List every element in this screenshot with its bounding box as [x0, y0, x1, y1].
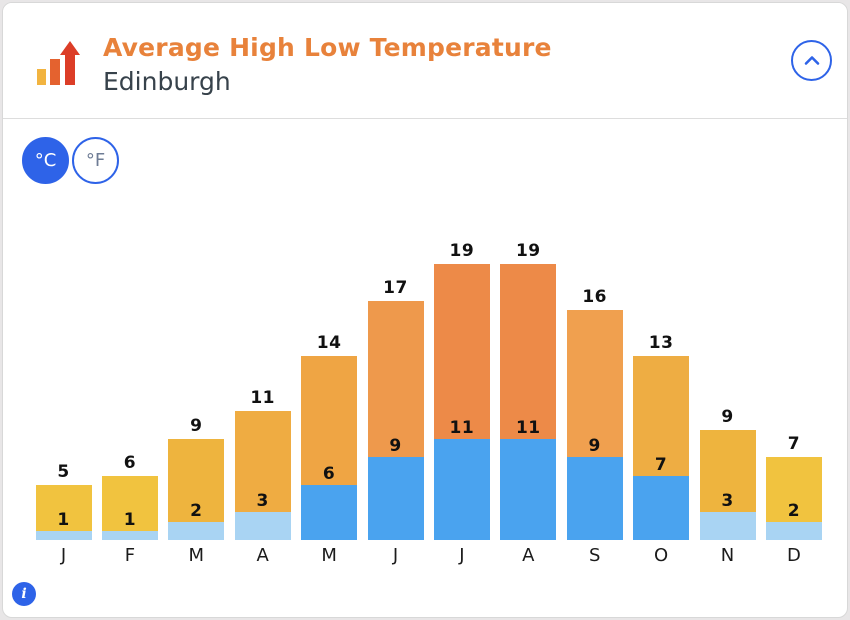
high-value-label: 17 [383, 277, 408, 298]
info-icon: i [21, 586, 27, 602]
bar-segment-low[interactable] [633, 475, 690, 540]
low-value-label: 3 [256, 491, 269, 512]
chart-subtitle: Edinburgh [103, 67, 231, 96]
bar-segment-high[interactable] [168, 438, 225, 522]
month-axis-label: D [786, 545, 801, 566]
bar-segment-low[interactable] [566, 457, 623, 540]
low-value-label: 11 [515, 417, 541, 438]
bar-segment-low[interactable] [433, 438, 490, 540]
bar-segment-low[interactable] [500, 438, 557, 540]
low-value-label: 1 [57, 509, 70, 530]
bar-segment-low[interactable] [699, 512, 756, 540]
bar-segment-high[interactable] [101, 475, 158, 531]
high-value-label: 19 [449, 241, 475, 261]
low-value-label: 6 [322, 463, 336, 484]
bar-segment-low[interactable] [765, 521, 822, 540]
bar-segment-low[interactable] [168, 521, 225, 540]
bar-segment-low[interactable] [35, 530, 92, 540]
celsius-toggle-button[interactable]: °C [22, 137, 69, 184]
bar-segment-high[interactable] [566, 310, 623, 458]
low-value-label: 9 [588, 436, 601, 457]
fahrenheit-toggle-button[interactable]: °F [72, 137, 119, 184]
collapse-button[interactable] [791, 40, 832, 81]
month-axis-label: O [654, 545, 669, 566]
bar-segment-low[interactable] [301, 484, 358, 540]
chart-title: Average High Low Temperature [103, 33, 552, 62]
temperature-bars-icon [37, 41, 80, 85]
chevron-up-icon [804, 55, 819, 65]
high-value-label: 11 [250, 388, 276, 409]
low-value-label: 7 [654, 454, 668, 475]
month-axis-label: J [60, 545, 67, 566]
bar-segment-high[interactable] [765, 457, 822, 522]
high-value-label: 6 [123, 452, 137, 473]
high-value-label: 7 [787, 434, 801, 455]
bar-segment-low[interactable] [234, 512, 291, 540]
high-value-label: 19 [515, 241, 541, 261]
card-header: Average High Low Temperature Edinburgh [3, 3, 847, 119]
low-value-label: 1 [123, 509, 137, 530]
month-axis-label: M [321, 545, 337, 566]
bar-segment-high[interactable] [35, 484, 92, 531]
bar-segment-high[interactable] [500, 264, 557, 439]
month-axis-label: N [720, 545, 735, 566]
high-value-label: 9 [190, 415, 203, 436]
month-axis-label: A [522, 545, 535, 566]
high-value-label: 16 [582, 287, 608, 307]
month-axis-label: A [256, 545, 269, 566]
unit-toggle: °C °F [22, 137, 119, 184]
bar-segment-low[interactable] [101, 530, 158, 540]
bar-segment-high[interactable] [301, 356, 358, 485]
high-value-label: 14 [316, 333, 342, 353]
bar-segment-high[interactable] [234, 411, 291, 513]
high-value-label: 13 [648, 333, 674, 353]
month-axis-label: F [124, 545, 136, 566]
temperature-bar-chart: 5 1 J 6 1 F 9 2 M 11 3 A 14 6 M 17 9 J 19 11 J 19 11 A 16 9 S 13 7 O 9… [3, 120, 847, 617]
month-axis-label: M [188, 545, 205, 566]
low-value-label: 11 [449, 417, 475, 438]
high-value-label: 9 [721, 406, 734, 427]
bar-segment-high[interactable] [633, 356, 690, 476]
bar-segment-high[interactable] [433, 264, 490, 439]
low-value-label: 2 [190, 500, 203, 521]
bar-segment-low[interactable] [367, 457, 424, 540]
high-value-label: 5 [57, 461, 70, 482]
month-axis-label: J [459, 545, 465, 566]
low-value-label: 9 [389, 436, 402, 457]
month-axis-label: S [588, 545, 601, 566]
bar-segment-high[interactable] [367, 300, 424, 458]
info-button[interactable]: i [12, 582, 36, 606]
header-titles: Average High Low Temperature Edinburgh [103, 31, 777, 99]
bar-segment-high[interactable] [699, 429, 756, 513]
month-axis-label: J [392, 545, 399, 566]
low-value-label: 2 [787, 500, 801, 521]
low-value-label: 3 [721, 491, 734, 512]
